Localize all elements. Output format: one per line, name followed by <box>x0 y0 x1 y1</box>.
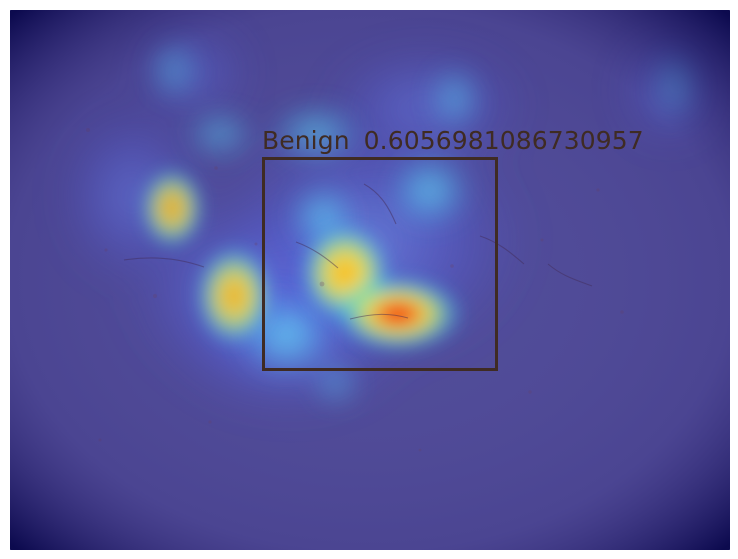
detection-bounding-box <box>262 157 498 371</box>
confidence-score: 0.6056981086730957 <box>363 126 644 155</box>
heatmap-overlay-image <box>10 10 730 550</box>
detection-label: Benign 0.6056981086730957 <box>262 126 644 156</box>
heatmap-image-frame: Benign 0.6056981086730957 <box>10 10 730 550</box>
class-label: Benign <box>262 126 350 155</box>
